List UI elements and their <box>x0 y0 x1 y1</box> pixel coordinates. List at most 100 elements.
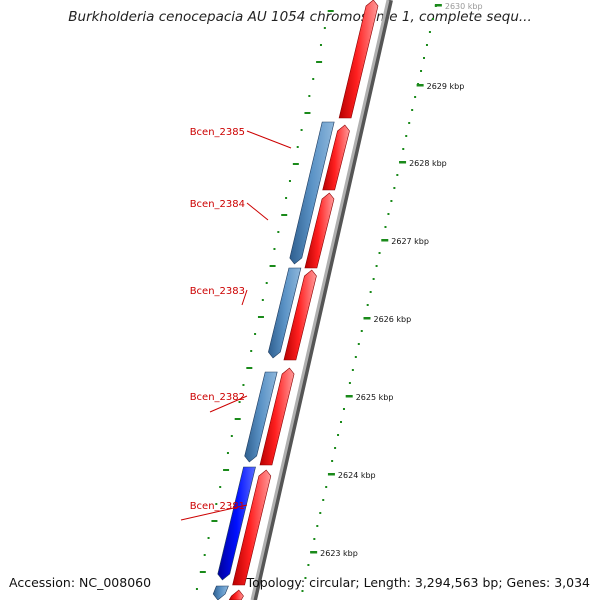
ruler-tick-mark <box>354 356 357 358</box>
ruler-tick-mark <box>425 44 428 46</box>
ruler-tick-mark <box>316 525 319 527</box>
ring-tick-mark <box>242 384 245 386</box>
reverse-gene-arrow[interactable] <box>244 371 278 463</box>
ring-tick-mark <box>304 112 311 114</box>
gene-name-label[interactable]: Bcen_2385 <box>190 127 245 138</box>
ring-tick-mark <box>269 265 276 267</box>
ruler-tick-mark <box>393 187 396 189</box>
ruler-tick-mark <box>402 148 405 150</box>
chromosome-backbone-shadow <box>251 0 393 600</box>
reverse-gene-arrow[interactable] <box>268 267 302 359</box>
ruler-tick-mark <box>384 226 387 228</box>
ruler-tick-mark <box>331 460 334 462</box>
forward-gene-arrow[interactable] <box>228 589 244 600</box>
kbp-tick-label: 2627 kbp <box>391 237 429 246</box>
gene-name-label[interactable]: Bcen_2381 <box>190 501 245 512</box>
kbp-tick-label: 2628 kbp <box>409 159 447 168</box>
topology-text: Topology: circular; Length: 3,294,563 bp… <box>246 575 590 590</box>
ring-tick-mark <box>296 146 299 148</box>
ruler-major-tick <box>434 4 442 7</box>
ruler-tick-mark <box>387 213 390 215</box>
ring-tick-mark <box>234 418 241 420</box>
kbp-tick-label: 2626 kbp <box>373 315 411 324</box>
ruler-tick-mark <box>428 31 431 33</box>
ring-tick-mark <box>219 486 222 488</box>
ring-tick-mark <box>327 10 334 12</box>
ring-tick-mark <box>312 78 315 80</box>
ruler-tick-mark <box>342 408 345 410</box>
ruler-major-tick <box>399 161 407 164</box>
ruler-tick-mark <box>313 538 316 540</box>
reverse-gene-arrow[interactable] <box>217 466 256 581</box>
ring-tick-mark <box>273 248 276 250</box>
ring-tick-mark <box>281 214 288 216</box>
forward-gene-arrow[interactable] <box>322 124 350 191</box>
ruler-tick-mark <box>390 200 393 202</box>
ruler-major-tick <box>345 395 353 398</box>
ruler-tick-mark <box>423 57 426 59</box>
ruler-tick-mark <box>369 291 372 293</box>
ruler-tick-mark <box>414 96 417 98</box>
ruler-major-tick <box>416 84 424 87</box>
forward-gene-arrow[interactable] <box>304 192 335 269</box>
forward-gene-arrow[interactable] <box>232 469 272 586</box>
ring-tick-mark <box>199 571 206 573</box>
ring-tick-mark <box>203 554 206 556</box>
gene-name-label[interactable]: Bcen_2383 <box>190 286 245 297</box>
forward-gene-arrow[interactable] <box>259 367 295 466</box>
ring-tick-mark <box>277 231 280 233</box>
ruler-tick-mark <box>411 109 414 111</box>
ruler-tick-mark <box>396 174 399 176</box>
gene-label-leader-line <box>246 130 292 149</box>
ring-tick-mark <box>288 180 291 182</box>
gene-label-leader-line <box>246 202 269 221</box>
gene-label-leader-line <box>241 289 248 306</box>
forward-gene-arrow[interactable] <box>338 0 379 119</box>
ruler-tick-mark <box>301 590 304 592</box>
ruler-tick-mark <box>408 122 411 124</box>
ruler-major-tick <box>327 473 335 476</box>
ring-tick-mark <box>323 27 326 29</box>
gene-name-label[interactable]: Bcen_2384 <box>190 199 245 210</box>
ring-tick-mark <box>285 197 288 199</box>
ruler-tick-mark <box>375 265 378 267</box>
ruler-tick-mark <box>431 18 434 20</box>
reverse-gene-arrow[interactable] <box>289 121 335 265</box>
ring-tick-mark <box>226 452 229 454</box>
ring-tick-mark <box>292 163 299 165</box>
ring-tick-mark <box>223 469 230 471</box>
ring-tick-mark <box>300 129 303 131</box>
ring-tick-mark <box>257 316 264 318</box>
ring-tick-mark <box>215 503 218 505</box>
gene-label-leader-line <box>209 395 248 413</box>
ruler-tick-mark <box>360 330 363 332</box>
kbp-tick-label: 2630 kbp <box>445 2 483 11</box>
ruler-tick-mark <box>307 564 310 566</box>
ruler-tick-mark <box>304 577 307 579</box>
ruler-tick-mark <box>337 434 340 436</box>
ruler-tick-mark <box>420 70 423 72</box>
ring-tick-mark <box>195 588 198 590</box>
ring-tick-mark <box>211 520 218 522</box>
ring-tick-mark <box>319 44 322 46</box>
ruler-tick-mark <box>334 447 337 449</box>
ring-tick-mark <box>308 95 311 97</box>
ruler-tick-mark <box>378 252 381 254</box>
gene-label-leader-line <box>180 504 248 521</box>
ruler-tick-mark <box>340 421 343 423</box>
ruler-tick-mark <box>325 486 328 488</box>
ring-tick-mark <box>230 435 233 437</box>
kbp-tick-label: 2623 kbp <box>320 549 358 558</box>
kbp-tick-label: 2629 kbp <box>427 82 465 91</box>
ruler-tick-mark <box>405 135 408 137</box>
gene-name-label[interactable]: Bcen_2382 <box>190 392 245 403</box>
ring-tick-mark <box>207 537 210 539</box>
accession-text: Accession: NC_008060 <box>9 575 152 590</box>
ruler-tick-mark <box>366 304 369 306</box>
kbp-tick-label: 2624 kbp <box>338 471 376 480</box>
reverse-gene-arrow[interactable] <box>212 585 229 600</box>
forward-gene-arrow[interactable] <box>283 269 317 361</box>
ruler-tick-mark <box>372 278 375 280</box>
